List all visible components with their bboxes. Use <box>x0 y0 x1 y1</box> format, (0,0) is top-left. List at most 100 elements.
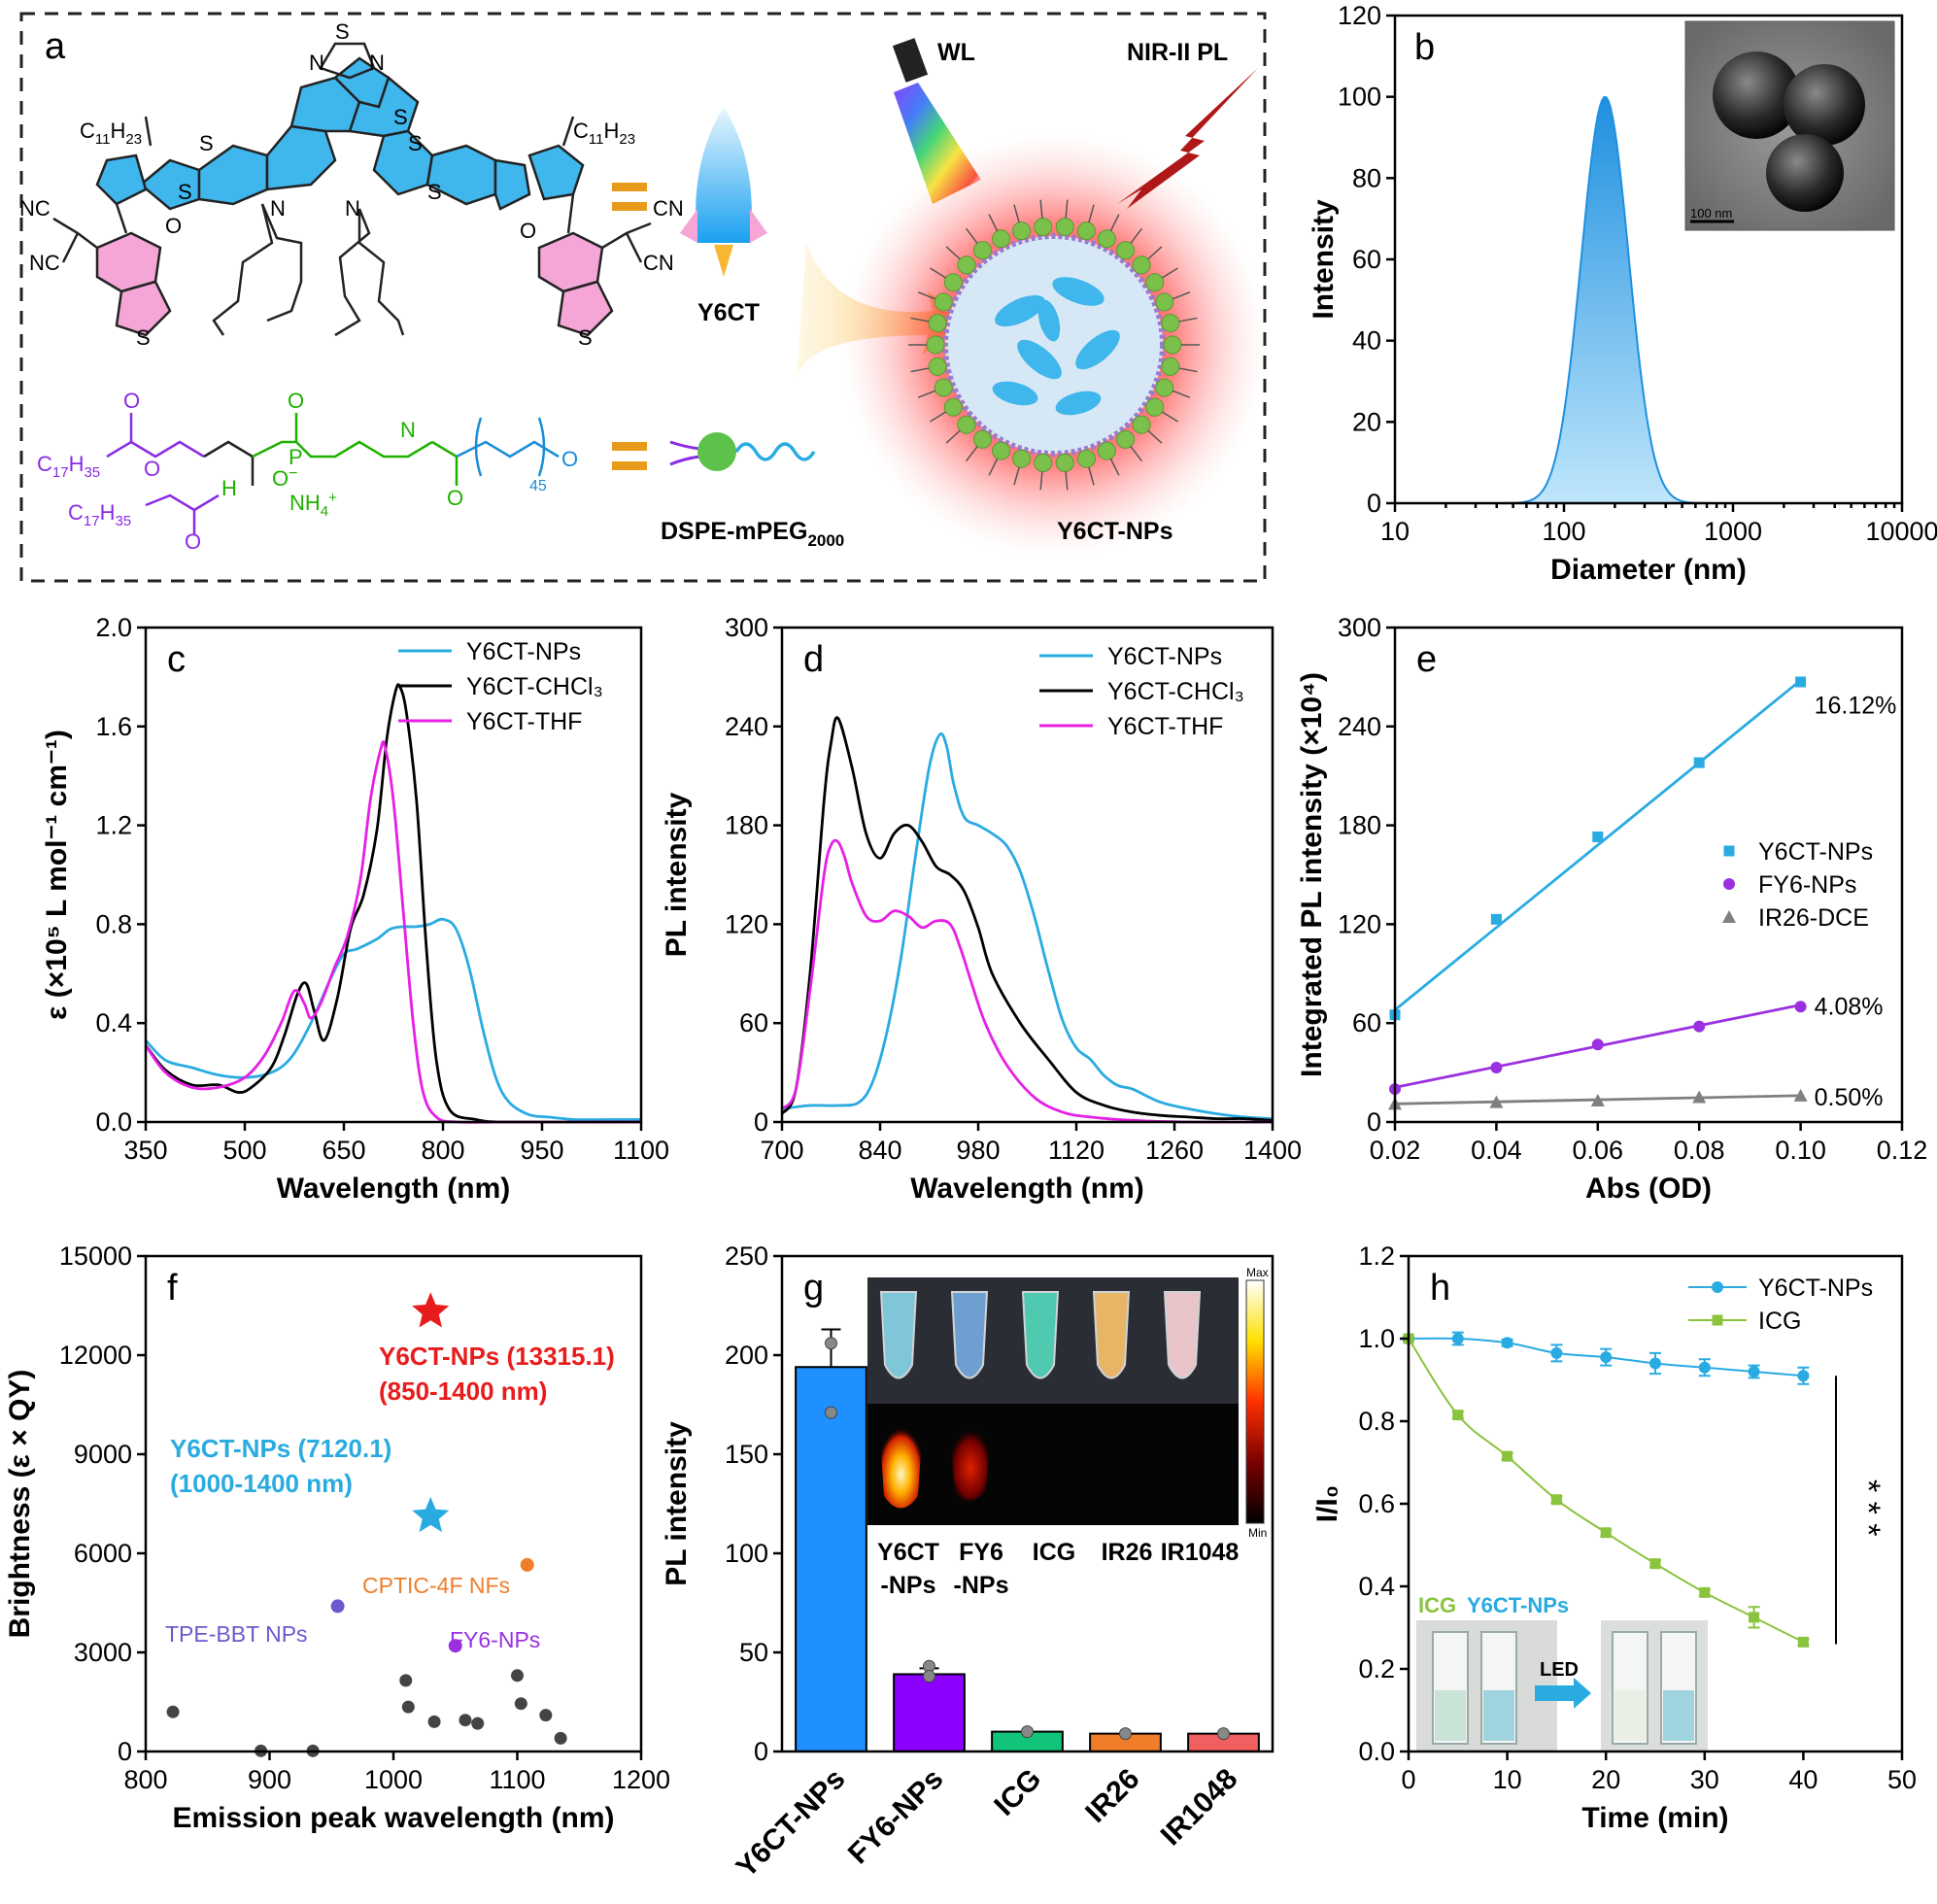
panel-a-dashed-border <box>19 12 1267 583</box>
data-point <box>1797 1636 1809 1648</box>
lipid-head-dot <box>928 357 947 376</box>
literature-point <box>399 1674 413 1687</box>
panel-a: a <box>19 12 1268 583</box>
nh4-label-dspe: NH4+ <box>289 490 337 520</box>
x-tick-label: 0.04 <box>1471 1136 1522 1165</box>
x-tick-label: 900 <box>248 1765 291 1794</box>
y-tick-label: 300 <box>1338 613 1381 642</box>
n-label-dspe: N <box>400 418 416 442</box>
y-tick-label: 0.0 <box>1358 1737 1395 1766</box>
y-tick-label: 240 <box>1338 712 1381 741</box>
lipid-head-dot <box>1145 397 1165 417</box>
legend-label: IR26-DCE <box>1758 904 1869 932</box>
x-tick-label: 0.06 <box>1573 1136 1624 1165</box>
inset-sample-label: Y6CT <box>877 1539 939 1566</box>
inset-sample-label: IR1048 <box>1161 1539 1240 1566</box>
lipid-head-dot <box>934 292 953 312</box>
y6ct-label: Y6CT <box>697 299 760 326</box>
panel-letter: e <box>1416 639 1437 680</box>
inset-sample-label-sub: -NPs <box>881 1572 936 1599</box>
o-label-dspe-4: O <box>288 389 304 413</box>
y-tick-label: 180 <box>725 811 768 840</box>
highlight-label: CPTIC-4F NFs <box>362 1573 510 1598</box>
x-tick-label: 10 <box>1380 517 1410 546</box>
data-point <box>1793 1088 1808 1102</box>
y6ct-atom-labels: S N N S S S S S N N S S O O NC NC CN CN … <box>19 19 684 350</box>
x-axis-title: Wavelength (nm) <box>277 1173 511 1205</box>
x-tick-label: 1100 <box>489 1765 545 1794</box>
inset-icg-label: ICG <box>1418 1593 1456 1617</box>
x-tick-label: 30 <box>1690 1765 1719 1794</box>
inset-nps-label: Y6CT-NPs <box>1467 1593 1569 1617</box>
y-tick-label: 0.8 <box>95 909 132 938</box>
y-tick-label: 20 <box>1352 407 1381 436</box>
o-label-right: O <box>520 219 536 243</box>
peg-chain <box>988 214 999 232</box>
y-tick-label: 60 <box>1352 1008 1381 1037</box>
o-label-dspe-6: O <box>561 447 578 471</box>
lightning-icon <box>1117 68 1258 209</box>
x-tick-label: 0.10 <box>1775 1136 1826 1165</box>
highlight-label: Y6CT-NPs (13315.1) <box>379 1342 615 1371</box>
peg-chain <box>1065 471 1069 491</box>
x-axis-title: Emission peak wavelength (nm) <box>172 1802 614 1834</box>
lipid-head-dot <box>928 314 947 333</box>
panel-e: 16.12% Y6CT-NPs 4.08% FY6-NPs 0.50% IR26-DCE 0… <box>1296 613 1927 1205</box>
equals-sign-1 <box>612 183 647 211</box>
cuvette-solution <box>1614 1690 1646 1741</box>
y-tick-label: 0 <box>1367 1107 1381 1137</box>
data-point <box>1748 1366 1760 1377</box>
o-label-dspe-1: O <box>123 389 140 413</box>
legend-label: Y6CT-NPs <box>466 638 581 665</box>
legend-label: Y6CT-NPs <box>1758 838 1873 866</box>
colorbar-max-label: Max <box>1246 1266 1269 1279</box>
peg-chain <box>966 227 978 244</box>
y-tick-label: 250 <box>725 1241 768 1271</box>
y-tick-label: 0.4 <box>95 1008 132 1037</box>
replicate-point <box>825 1337 837 1350</box>
nir-glow-fy6 <box>950 1428 991 1501</box>
n-label-right-top: N <box>369 51 385 75</box>
y-tick-label: 0.2 <box>1358 1654 1395 1683</box>
panel-a-letter: a <box>45 26 66 67</box>
y-tick-label: 2.0 <box>95 613 132 642</box>
y-tick-label: 3000 <box>74 1638 132 1667</box>
s-label-core-4: S <box>408 131 423 155</box>
highlight-point <box>520 1557 534 1572</box>
y-tick-label: 150 <box>725 1440 768 1469</box>
tem-particle <box>1766 134 1844 212</box>
x-tick-label: 1400 <box>1243 1136 1302 1165</box>
x-tick-label: 950 <box>520 1136 563 1165</box>
x-tick-label: 1000 <box>1704 517 1762 546</box>
tem-scale-label: 100 nm <box>1690 206 1732 221</box>
peg-chain <box>1161 267 1178 279</box>
n-label-core-left: N <box>270 196 286 221</box>
dspe-molecule <box>106 413 560 534</box>
literature-point <box>166 1705 180 1718</box>
s-label-top: S <box>335 19 350 44</box>
lipid-head-dot <box>957 415 976 434</box>
replicate-point <box>1119 1727 1132 1741</box>
x-tick-label: 840 <box>858 1136 901 1165</box>
replicate-point <box>1021 1725 1034 1739</box>
c17-label-1: C17H35 <box>37 452 100 481</box>
data-point <box>1502 1450 1513 1462</box>
qy-label: 4.08% <box>1815 994 1884 1021</box>
literature-point <box>539 1709 553 1722</box>
y-tick-label: 12000 <box>59 1341 132 1370</box>
s-label-core-1: S <box>199 131 214 155</box>
y-tick-label: 100 <box>1338 83 1381 112</box>
x-tick-label: 50 <box>1887 1765 1917 1794</box>
o-label-dspe-3: O <box>185 529 201 554</box>
tem-inset: 100 nm <box>1684 20 1895 231</box>
x-tick-label: 800 <box>421 1136 464 1165</box>
peg-chain <box>1161 411 1178 423</box>
inset-sample-label-sub: -NPs <box>954 1572 1009 1599</box>
y-axis-title: PL intensity <box>661 1421 693 1586</box>
data-point <box>1649 1558 1661 1570</box>
y-tick-label: 60 <box>739 1008 768 1037</box>
x-tick-label: 980 <box>956 1136 1000 1165</box>
series-line-Y6CT-CHCl₃ <box>780 716 1274 1122</box>
series-line-ICG <box>1408 1338 1804 1644</box>
cn-label-1: CN <box>653 196 684 221</box>
